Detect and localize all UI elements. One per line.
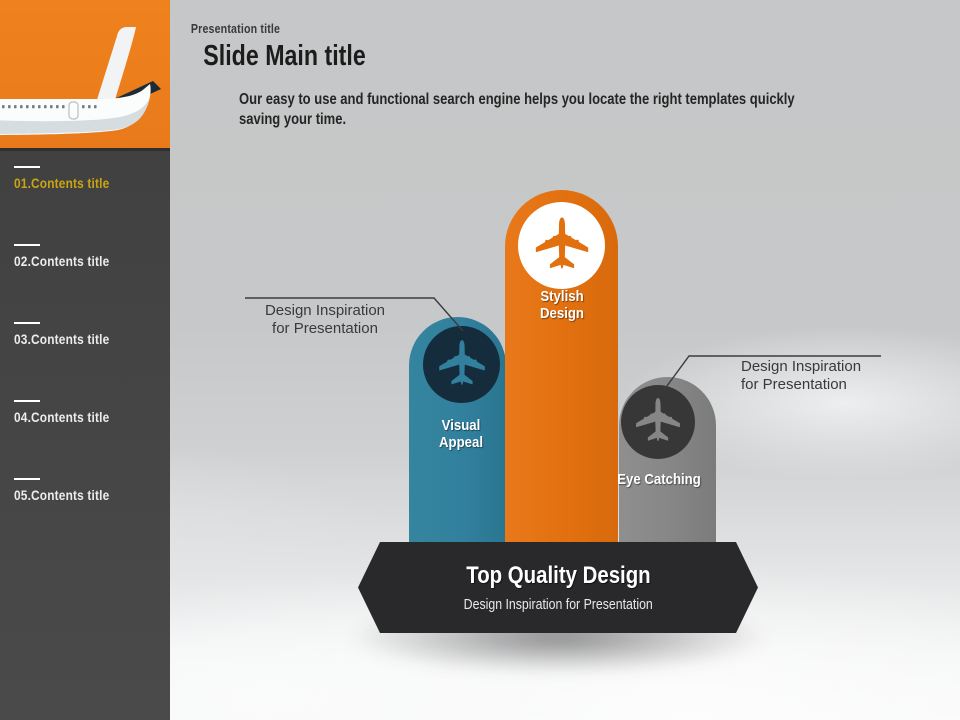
sidebar-header — [0, 0, 170, 151]
callout-left: Design Inspiration for Presentation — [264, 302, 386, 337]
banner-title: Top Quality Design — [465, 562, 651, 589]
airplane-image — [0, 27, 161, 135]
eye-catching-circle — [621, 385, 695, 459]
sidebar-item-contents-1[interactable]: 01.Contents title — [14, 166, 164, 193]
sidebar: 01.Contents title 02.Contents title 03.C… — [0, 0, 170, 720]
presentation-title: Presentation title — [190, 22, 281, 36]
stylish-design-label: Stylish Design — [539, 288, 584, 322]
item-tick — [14, 478, 40, 480]
slide-description: Our easy to use and functional search en… — [239, 91, 795, 128]
sidebar-item-contents-4[interactable]: 04.Contents title — [14, 400, 164, 427]
slide-main-title: Slide Main title — [203, 40, 366, 72]
eye-catching-label: Eye Catching — [617, 471, 701, 488]
sidebar-item-contents-5[interactable]: 05.Contents title — [14, 478, 164, 505]
airplane-icon — [636, 398, 680, 442]
item-tick — [14, 400, 40, 402]
sidebar-item-label: 03.Contents title — [14, 332, 110, 347]
sidebar-item-contents-3[interactable]: 03.Contents title — [14, 322, 164, 349]
stylish-design-circle — [518, 202, 605, 289]
visual-appeal-label: Visual Appeal — [438, 417, 483, 451]
banner: Top Quality Design Design Inspiration fo… — [358, 542, 758, 633]
airplane-icon — [535, 216, 588, 269]
visual-appeal-circle — [423, 326, 500, 403]
item-tick — [14, 244, 40, 246]
sidebar-item-contents-2[interactable]: 02.Contents title — [14, 244, 164, 271]
sidebar-item-label: 05.Contents title — [14, 488, 110, 503]
sidebar-item-label: 02.Contents title — [14, 254, 110, 269]
sidebar-item-label: 04.Contents title — [14, 410, 110, 425]
sidebar-item-label: 01.Contents title — [14, 176, 110, 191]
banner-subtitle: Design Inspiration for Presentation — [463, 597, 653, 613]
item-tick — [14, 166, 40, 168]
item-tick — [14, 322, 40, 324]
callout-right: Design Inspiration for Presentation — [741, 358, 862, 393]
airplane-icon — [438, 339, 485, 385]
